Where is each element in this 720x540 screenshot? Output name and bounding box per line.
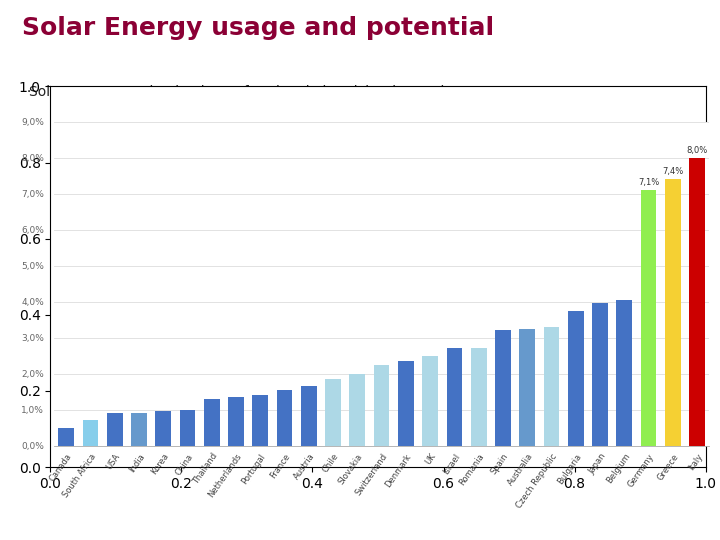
- Bar: [495, 330, 510, 446]
- Bar: [689, 158, 705, 445]
- Bar: [228, 397, 244, 445]
- Bar: [568, 310, 584, 446]
- Bar: [544, 327, 559, 446]
- Bar: [422, 355, 438, 445]
- Bar: [156, 411, 171, 446]
- Bar: [665, 179, 680, 446]
- Bar: [471, 348, 487, 446]
- Bar: [374, 364, 390, 445]
- Text: 7,1%: 7,1%: [638, 178, 659, 187]
- Bar: [592, 303, 608, 446]
- Text: Solar energy production in % of national electricity demand: Solar energy production in % of national…: [29, 85, 444, 98]
- Text: 1918
TALLINNA TEHNIKAULIKOOL
TALLINN UNIVERSITY OF TECHNOLOGY: 1918 TALLINNA TEHNIKAULIKOOL TALLINN UNI…: [11, 497, 138, 521]
- Bar: [641, 190, 657, 446]
- Bar: [446, 348, 462, 446]
- Bar: [519, 328, 535, 446]
- Bar: [253, 395, 268, 445]
- Text: 7,4%: 7,4%: [662, 167, 683, 176]
- Bar: [349, 374, 365, 445]
- Bar: [107, 413, 122, 446]
- Bar: [616, 300, 632, 446]
- Bar: [179, 409, 195, 445]
- Bar: [58, 428, 74, 445]
- Bar: [204, 399, 220, 445]
- Bar: [301, 386, 317, 445]
- Bar: [325, 379, 341, 446]
- Bar: [83, 420, 99, 445]
- Text: Solar Energy usage and potential: Solar Energy usage and potential: [22, 16, 494, 40]
- Bar: [398, 361, 414, 446]
- Bar: [276, 390, 292, 446]
- Bar: [131, 413, 147, 446]
- Text: 8,0%: 8,0%: [686, 146, 708, 154]
